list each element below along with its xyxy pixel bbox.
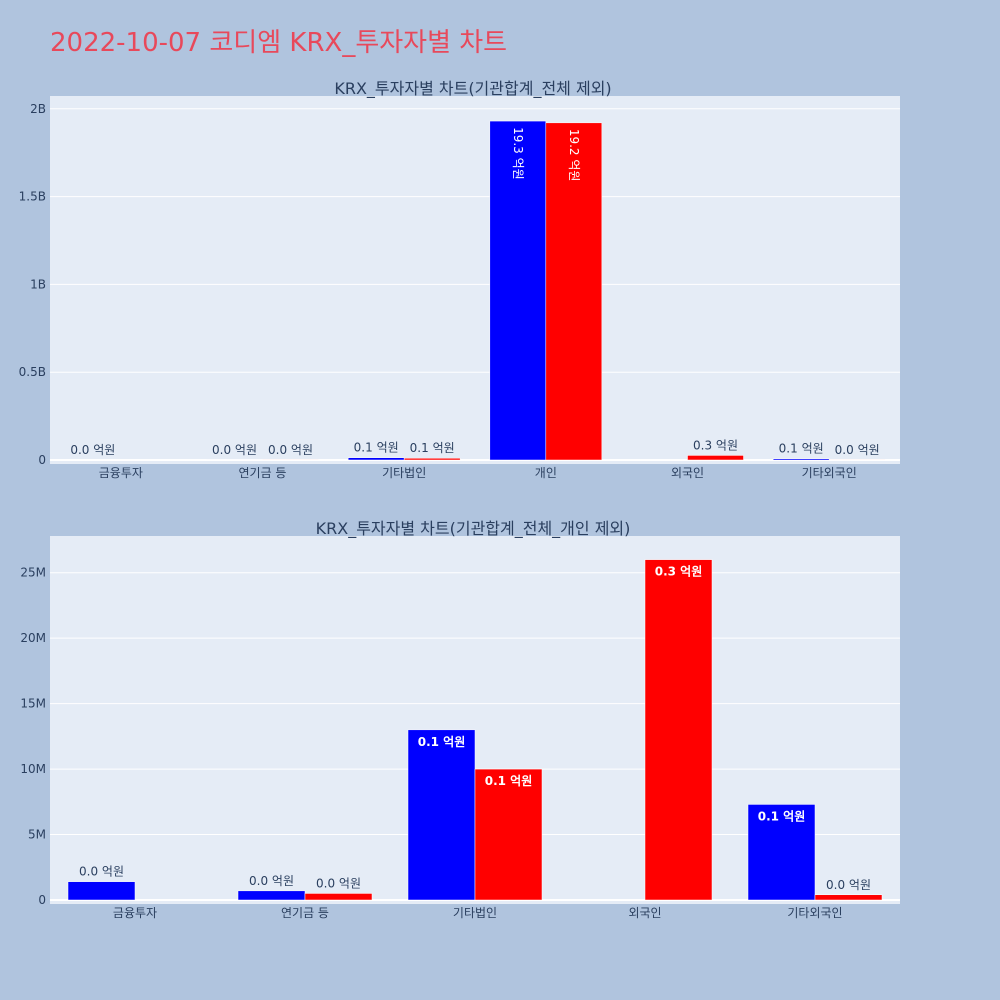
bar [304,893,373,901]
bar [489,120,547,461]
bar [67,881,136,901]
x-tick-label: 연기금 등 [239,466,287,480]
data-label: 0.1 억원 [418,735,466,749]
x-tick-label: 기타법인 [382,466,426,480]
bar [474,768,543,901]
y-tick-label: 25M [20,566,46,580]
data-label: 19.2 억원 [567,129,581,182]
chart-2: 0 5M 10M 15M 20M 25M KRX_투자자별 차트(기관합계_전체_개인 제외… [20,519,900,920]
x-tick-label: 외국인 [628,906,661,920]
bar [747,804,816,901]
y-tick-label: 1.5B [19,190,46,204]
x-tick-label: 기타외국인 [787,906,842,920]
bar [407,729,476,901]
data-label: 0.0 억원 [79,865,124,879]
bar [644,559,713,901]
bar [814,894,883,901]
data-label: 0.0 억원 [212,443,257,457]
bar [687,455,744,461]
y-tick-label: 5M [28,828,46,842]
x-tick-label: 금융투자 [113,906,157,920]
y-tick-label: 1B [30,277,46,291]
data-label: 0.3 억원 [655,565,703,579]
y-tick-label: 2B [30,102,46,116]
y-tick-label: 0 [38,453,46,467]
y-tick-label: 0.5B [19,365,46,379]
y-tick-label: 15M [20,697,46,711]
x-tick-label: 개인 [535,466,557,480]
data-label: 0.1 억원 [354,441,399,455]
y-tick-label: 10M [20,762,46,776]
bar [545,122,603,461]
data-label: 0.0 억원 [316,876,361,890]
chart-1: 0 0.5B 1B 1.5B 2B KRX_투자자별 차트(기관합계_전체 제외) 금융투자… [19,79,900,480]
y-tick-label: 20M [20,631,46,645]
x-tick-label: 연기금 등 [281,906,329,920]
x-tick-label: 금융투자 [99,466,143,480]
data-label: 0.1 억원 [485,774,533,788]
bar [237,890,306,901]
data-label: 0.0 억원 [826,878,871,892]
page-title: 2022-10-07 코디엠 KRX_투자자별 차트 [50,28,508,58]
data-label: 19.3 억원 [511,127,525,180]
bar [403,457,461,461]
y-tick-label: 0 [38,893,46,907]
bar [347,457,405,461]
plot-area [50,96,900,464]
data-label: 0.0 억원 [835,443,880,457]
chart-title: KRX_투자자별 차트(기관합계_전체_개인 제외) [316,519,631,539]
data-label: 0.1 억원 [410,441,455,455]
data-label: 0.1 억원 [779,442,824,456]
chart-title: KRX_투자자별 차트(기관합계_전체 제외) [334,79,611,99]
data-label: 0.1 억원 [758,809,806,823]
data-label: 0.3 억원 [693,438,738,452]
bar [772,458,830,461]
data-label: 0.0 억원 [268,443,313,457]
x-tick-label: 외국인 [671,466,704,480]
x-tick-label: 기타외국인 [802,466,857,480]
data-label: 0.0 억원 [70,443,115,457]
data-label: 0.0 억원 [249,874,294,888]
x-tick-label: 기타법인 [453,906,497,920]
